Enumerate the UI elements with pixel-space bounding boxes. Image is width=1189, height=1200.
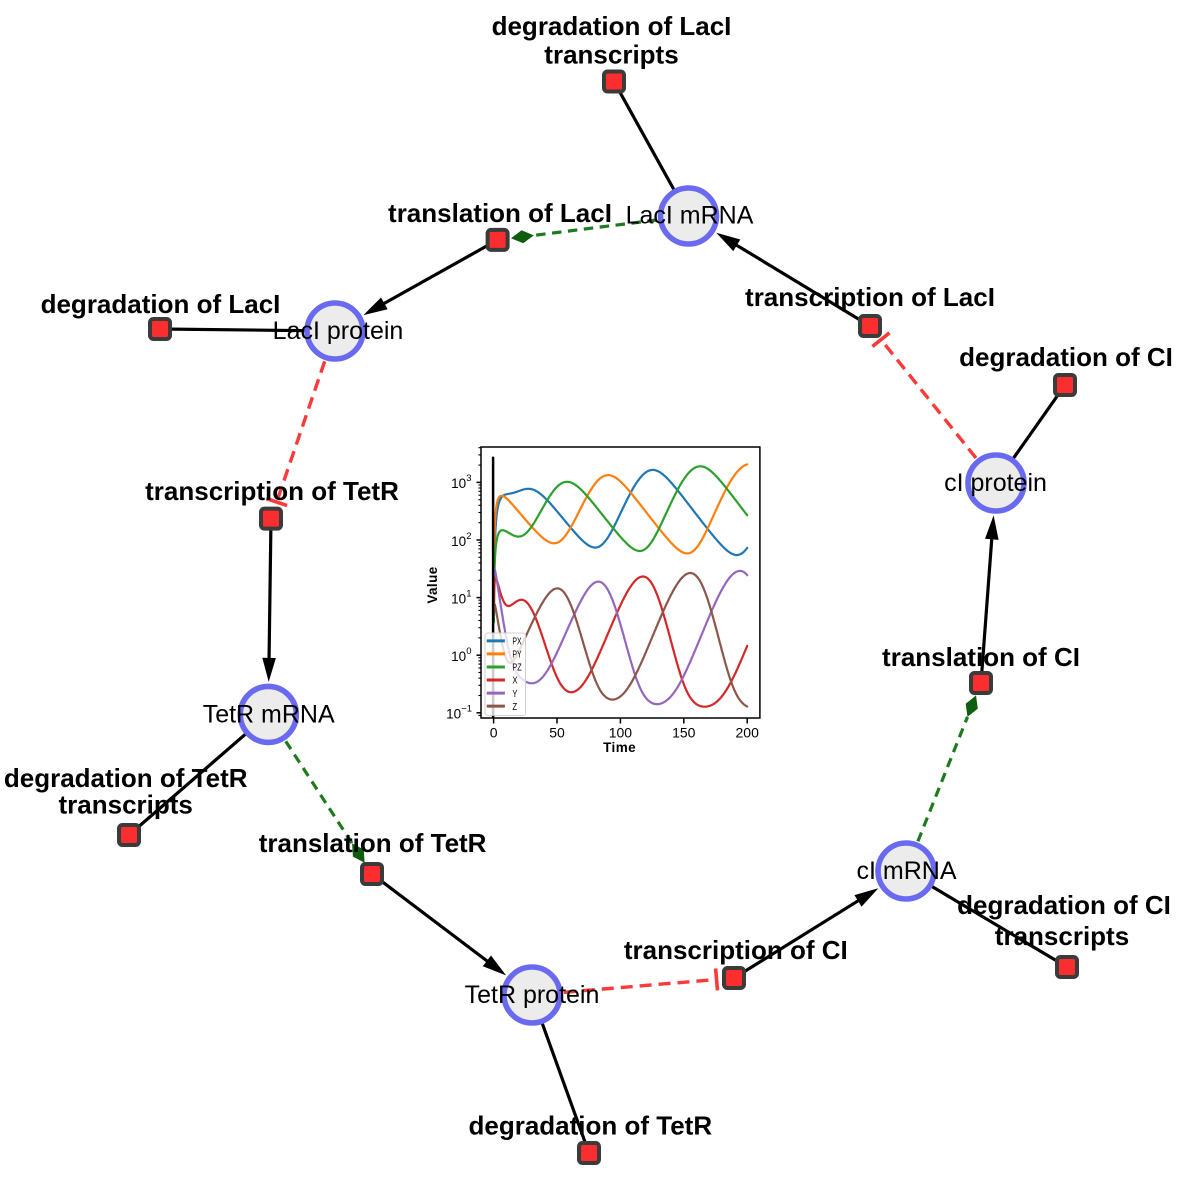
svg-text:translation of TetR: translation of TetR xyxy=(259,828,487,858)
svg-text:TetR mRNA: TetR mRNA xyxy=(203,701,335,729)
svg-text:TetR protein: TetR protein xyxy=(465,981,600,1009)
svg-text:PZ: PZ xyxy=(512,662,522,674)
svg-text:degradation of CI: degradation of CI xyxy=(957,890,1171,920)
svg-text:1: 1 xyxy=(466,588,471,599)
svg-text:translation of LacI: translation of LacI xyxy=(388,198,612,228)
svg-text:transcripts: transcripts xyxy=(544,40,678,70)
svg-text:transcripts: transcripts xyxy=(995,921,1129,951)
svg-text:−1: −1 xyxy=(461,704,472,715)
svg-text:Z: Z xyxy=(512,701,517,713)
svg-text:transcription of TetR: transcription of TetR xyxy=(145,476,399,506)
svg-text:Y: Y xyxy=(512,688,517,700)
svg-text:degradation of TetR: degradation of TetR xyxy=(4,763,248,793)
svg-text:200: 200 xyxy=(736,725,760,741)
svg-text:50: 50 xyxy=(549,725,565,741)
svg-text:0: 0 xyxy=(466,646,471,657)
svg-text:10: 10 xyxy=(451,476,466,491)
svg-text:100: 100 xyxy=(609,725,633,741)
svg-text:0: 0 xyxy=(490,725,498,741)
svg-text:transcription of CI: transcription of CI xyxy=(624,935,848,965)
svg-text:degradation of CI: degradation of CI xyxy=(959,342,1173,372)
svg-text:Value: Value xyxy=(425,566,440,603)
svg-text:degradation of TetR: degradation of TetR xyxy=(468,1111,712,1141)
svg-text:translation of CI: translation of CI xyxy=(882,642,1080,672)
svg-text:X: X xyxy=(512,675,517,687)
svg-text:PY: PY xyxy=(512,649,521,661)
svg-text:150: 150 xyxy=(672,725,696,741)
svg-text:Time: Time xyxy=(603,740,636,755)
svg-text:10: 10 xyxy=(451,649,466,664)
svg-text:PX: PX xyxy=(512,636,521,648)
svg-text:3: 3 xyxy=(466,473,471,484)
svg-text:transcription of LacI: transcription of LacI xyxy=(745,282,995,312)
svg-text:10: 10 xyxy=(446,707,461,722)
svg-text:degradation of LacI: degradation of LacI xyxy=(41,289,281,319)
svg-text:10: 10 xyxy=(451,591,466,606)
svg-text:cI protein: cI protein xyxy=(944,469,1047,497)
svg-text:transcripts: transcripts xyxy=(59,790,193,820)
svg-text:LacI protein: LacI protein xyxy=(273,317,404,345)
svg-text:cI mRNA: cI mRNA xyxy=(857,857,957,885)
svg-text:10: 10 xyxy=(451,534,466,549)
svg-text:2: 2 xyxy=(466,531,471,542)
svg-text:degradation of LacI: degradation of LacI xyxy=(492,11,732,41)
svg-text:LacI mRNA: LacI mRNA xyxy=(626,202,754,230)
